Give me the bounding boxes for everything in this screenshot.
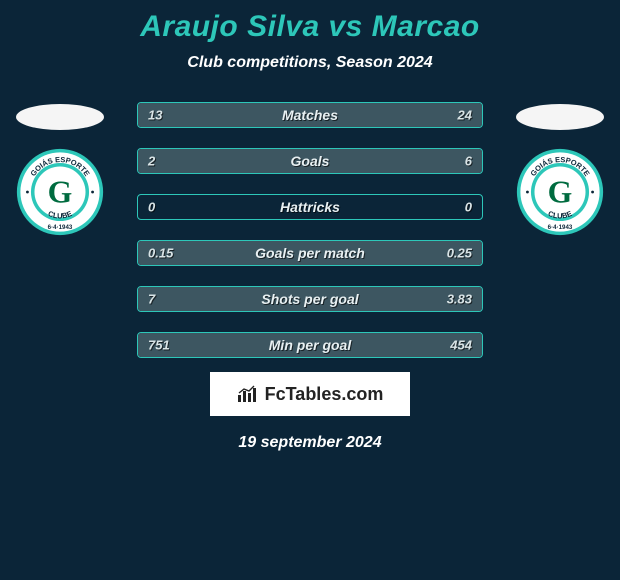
bar-metric-label: Shots per goal (261, 291, 358, 307)
left-player-column: GOIÁS ESPORTE CLUBE G 6·4·1943 (0, 102, 120, 236)
comparison-area: GOIÁS ESPORTE CLUBE G 6·4·1943 GOIÁS ESP… (0, 102, 620, 358)
comparison-bars: 13 24 Matches 2 6 Goals 0 0 Hattricks 0.15 0.25 Goa… (137, 102, 483, 358)
branding-text: FcTables.com (265, 384, 384, 405)
bar-value-left: 13 (148, 108, 162, 123)
svg-text:G: G (48, 175, 73, 210)
svg-text:G: G (548, 175, 573, 210)
footer-date: 19 september 2024 (0, 434, 620, 452)
bar-row: 13 24 Matches (137, 102, 483, 128)
bar-value-left: 751 (148, 338, 170, 353)
right-club-badge: GOIÁS ESPORTE CLUBE G 6·4·1943 (516, 148, 604, 236)
bar-row: 751 454 Min per goal (137, 332, 483, 358)
page-title: Araujo Silva vs Marcao (0, 0, 620, 44)
bar-row: 0 0 Hattricks (137, 194, 483, 220)
svg-text:6·4·1943: 6·4·1943 (48, 224, 73, 231)
right-team-ellipse (516, 104, 604, 130)
bar-row: 0.15 0.25 Goals per match (137, 240, 483, 266)
bar-row: 7 3.83 Shots per goal (137, 286, 483, 312)
bar-value-right: 454 (450, 338, 472, 353)
bar-metric-label: Goals per match (255, 245, 365, 261)
bar-metric-label: Matches (282, 107, 338, 123)
bar-fill-right (224, 149, 482, 173)
bar-metric-label: Hattricks (280, 199, 340, 215)
bar-row: 2 6 Goals (137, 148, 483, 174)
bar-value-right: 0.25 (447, 246, 472, 261)
subtitle: Club competitions, Season 2024 (0, 54, 620, 72)
bar-value-left: 7 (148, 292, 155, 307)
bar-value-right: 6 (465, 154, 472, 169)
left-team-ellipse (16, 104, 104, 130)
svg-text:6·4·1943: 6·4·1943 (548, 224, 573, 231)
bar-value-left: 0 (148, 200, 155, 215)
bar-value-left: 2 (148, 154, 155, 169)
branding-chart-icon (237, 385, 259, 403)
bar-value-right: 0 (465, 200, 472, 215)
right-player-column: GOIÁS ESPORTE CLUBE G 6·4·1943 (500, 102, 620, 236)
bar-value-right: 24 (458, 108, 472, 123)
branding-box: FcTables.com (210, 372, 410, 416)
bar-metric-label: Goals (291, 153, 330, 169)
bar-value-right: 3.83 (447, 292, 472, 307)
bar-value-left: 0.15 (148, 246, 173, 261)
bar-metric-label: Min per goal (269, 337, 351, 353)
left-club-badge: GOIÁS ESPORTE CLUBE G 6·4·1943 (16, 148, 104, 236)
